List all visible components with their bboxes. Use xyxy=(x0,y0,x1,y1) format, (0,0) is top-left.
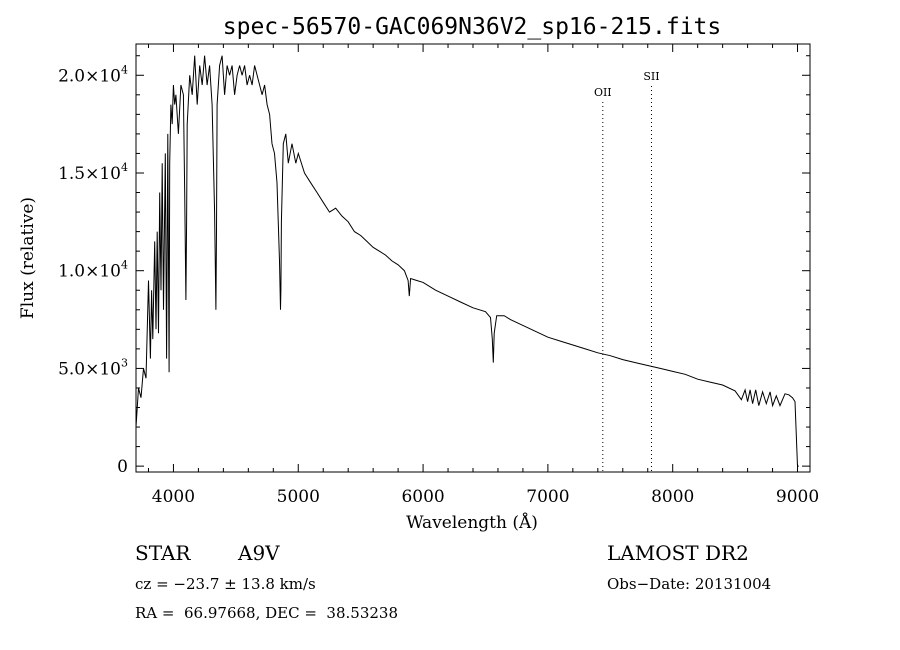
spectrum-line xyxy=(135,55,799,467)
redshift-velocity: cz = −23.7 ± 13.8 km/s xyxy=(135,575,316,593)
x-tick-label: 7000 xyxy=(526,487,569,507)
emission-line-markers: OII SII xyxy=(594,70,660,472)
x-tick-label: 9000 xyxy=(776,487,819,507)
y-tick-label: 1.0×104 xyxy=(58,259,128,282)
plot-frame xyxy=(135,43,811,473)
x-tick-label: 5000 xyxy=(277,487,320,507)
emission-line-label: OII xyxy=(594,86,612,99)
emission-line-label: SII xyxy=(643,70,659,83)
x-tick-label: 4000 xyxy=(152,487,195,507)
y-tick-label: 1.5×104 xyxy=(58,161,128,184)
ra-dec-coordinates: RA = 66.97668, DEC = 38.53238 xyxy=(135,604,399,622)
y-axis: 0 5.0×103 1.0×104 1.5×104 2.0×104 xyxy=(58,55,810,477)
x-axis-label: Wavelength (Å) xyxy=(406,512,538,533)
y-axis-label: Flux (relative) xyxy=(18,197,38,319)
x-tick-label: 8000 xyxy=(651,487,694,507)
survey-name: LAMOST DR2 xyxy=(607,541,749,565)
y-tick-label: 0 xyxy=(117,457,128,477)
x-tick-label: 6000 xyxy=(401,487,444,507)
chart-title: spec-56570-GAC069N36V2_sp16-215.fits xyxy=(223,14,722,40)
observation-date: Obs−Date: 20131004 xyxy=(607,575,772,593)
spectral-subclass: A9V xyxy=(238,541,280,565)
y-tick-label: 2.0×104 xyxy=(58,63,128,86)
y-tick-label: 5.0×103 xyxy=(58,356,128,379)
object-class: STAR xyxy=(135,541,191,565)
x-axis: 4000 5000 6000 7000 8000 9000 xyxy=(147,44,819,507)
